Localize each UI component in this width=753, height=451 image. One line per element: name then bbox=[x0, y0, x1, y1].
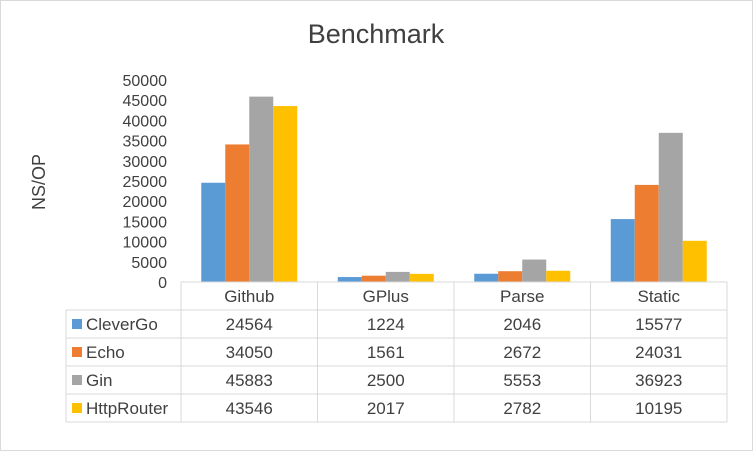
category-label: GPlus bbox=[363, 287, 409, 306]
bar-gin-parse bbox=[522, 259, 547, 282]
category-label: Github bbox=[224, 287, 274, 306]
bar-echo-parse bbox=[498, 271, 523, 282]
data-label: 2500 bbox=[367, 371, 405, 390]
data-label: 2672 bbox=[503, 343, 541, 362]
y-tick-label: 40000 bbox=[123, 113, 168, 130]
data-label: 2046 bbox=[503, 315, 541, 334]
legend-swatch-clevergo bbox=[72, 319, 82, 329]
bar-gin-static bbox=[658, 132, 683, 282]
y-axis-label: NS/OP bbox=[29, 154, 49, 210]
bar-gin-github bbox=[249, 96, 274, 282]
data-label: 1561 bbox=[367, 343, 405, 362]
data-label: 24564 bbox=[226, 315, 273, 334]
y-tick-label: 20000 bbox=[123, 194, 168, 211]
data-label: 2017 bbox=[367, 399, 405, 418]
data-label: 2782 bbox=[503, 399, 541, 418]
bar-httprouter-parse bbox=[546, 270, 571, 282]
data-label: 34050 bbox=[226, 343, 273, 362]
legend-label: Echo bbox=[86, 343, 125, 362]
y-tick-label: 0 bbox=[158, 275, 167, 292]
legend-label: Gin bbox=[86, 371, 112, 390]
legend-swatch-httprouter bbox=[72, 403, 82, 413]
legend-swatch-gin bbox=[72, 375, 82, 385]
bar-gin-gplus bbox=[385, 271, 410, 282]
y-tick-label: 10000 bbox=[123, 235, 168, 252]
y-tick-label: 25000 bbox=[123, 174, 168, 191]
data-table: Github GPlus Parse Static CleverGo 24564 1224 2… bbox=[65, 281, 728, 423]
y-tick-label: 45000 bbox=[123, 93, 168, 110]
data-label: 10195 bbox=[635, 399, 682, 418]
y-tick-label: 30000 bbox=[123, 154, 168, 171]
bar-httprouter-static bbox=[682, 240, 707, 282]
data-label: 45883 bbox=[226, 371, 273, 390]
legend-label: CleverGo bbox=[86, 315, 158, 334]
bar-echo-gplus bbox=[361, 275, 386, 282]
bar-clevergo-static bbox=[610, 219, 635, 282]
bar-clevergo-gplus bbox=[337, 277, 362, 282]
bar-httprouter-github bbox=[273, 106, 298, 282]
y-tick-label: 50000 bbox=[123, 73, 168, 90]
data-label: 5553 bbox=[503, 371, 541, 390]
data-label: 43546 bbox=[226, 399, 273, 418]
bar-echo-static bbox=[634, 184, 659, 282]
bars-group bbox=[201, 96, 707, 282]
bar-echo-github bbox=[225, 144, 250, 282]
y-tick-label: 35000 bbox=[123, 134, 168, 151]
bar-clevergo-parse bbox=[474, 273, 499, 282]
y-tick-label: 5000 bbox=[131, 255, 167, 272]
legend-label: HttpRouter bbox=[86, 399, 169, 418]
data-label: 36923 bbox=[635, 371, 682, 390]
data-label: 15577 bbox=[635, 315, 682, 334]
legend-swatch-echo bbox=[72, 347, 82, 357]
data-label: 24031 bbox=[635, 343, 682, 362]
y-axis-ticks: 0 5000 10000 15000 20000 25000 30000 35000 40000… bbox=[123, 73, 168, 292]
bar-clevergo-github bbox=[201, 182, 226, 282]
category-label: Static bbox=[637, 287, 680, 306]
data-label: 1224 bbox=[367, 315, 405, 334]
chart-title: Benchmark bbox=[308, 19, 445, 49]
bar-httprouter-gplus bbox=[409, 273, 434, 282]
category-label: Parse bbox=[500, 287, 544, 306]
y-tick-label: 15000 bbox=[123, 214, 168, 231]
